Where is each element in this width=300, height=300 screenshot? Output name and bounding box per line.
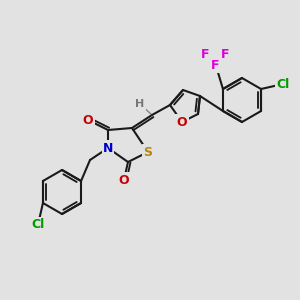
Text: Cl: Cl (276, 77, 290, 91)
Text: H: H (135, 99, 145, 109)
Text: O: O (177, 116, 187, 128)
Text: F: F (211, 59, 219, 72)
Text: O: O (83, 113, 93, 127)
Text: O: O (119, 173, 129, 187)
Text: S: S (143, 146, 152, 158)
Text: N: N (103, 142, 113, 154)
Text: Cl: Cl (31, 218, 45, 232)
Text: F: F (221, 48, 229, 61)
Text: F: F (201, 48, 209, 61)
